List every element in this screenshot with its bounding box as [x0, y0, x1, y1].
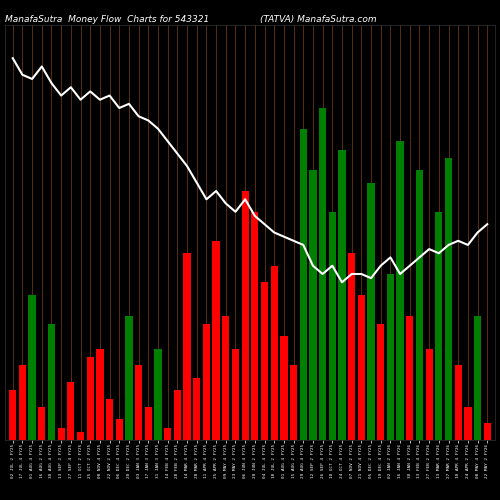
Bar	[445, 158, 452, 440]
Bar	[377, 324, 384, 440]
Bar	[319, 108, 326, 440]
Bar	[9, 390, 16, 440]
Bar	[454, 366, 462, 440]
Bar	[212, 241, 220, 440]
Bar	[396, 141, 404, 440]
Bar	[67, 382, 74, 440]
Bar	[464, 407, 471, 440]
Bar	[310, 170, 316, 440]
Bar	[416, 170, 423, 440]
Bar	[358, 294, 365, 440]
Bar	[154, 348, 162, 440]
Bar	[338, 150, 345, 440]
Bar	[387, 274, 394, 440]
Bar	[203, 324, 210, 440]
Bar	[174, 390, 181, 440]
Bar	[484, 424, 491, 440]
Text: (TATVA) ManafaSutra.com: (TATVA) ManafaSutra.com	[260, 15, 376, 24]
Bar	[426, 348, 433, 440]
Bar	[135, 366, 142, 440]
Bar	[300, 128, 307, 440]
Bar	[144, 407, 152, 440]
Bar	[77, 432, 84, 440]
Bar	[184, 253, 190, 440]
Bar	[290, 366, 297, 440]
Bar	[86, 357, 94, 440]
Bar	[48, 324, 55, 440]
Bar	[126, 316, 132, 440]
Bar	[164, 428, 172, 440]
Text: ManafaSutra  Money Flow  Charts for 543321: ManafaSutra Money Flow Charts for 543321	[5, 15, 209, 24]
Bar	[38, 407, 46, 440]
Bar	[222, 316, 230, 440]
Bar	[232, 348, 239, 440]
Bar	[96, 348, 103, 440]
Bar	[193, 378, 200, 440]
Bar	[116, 419, 123, 440]
Bar	[19, 366, 26, 440]
Bar	[368, 182, 374, 440]
Bar	[435, 212, 442, 440]
Bar	[328, 212, 336, 440]
Bar	[280, 336, 287, 440]
Bar	[261, 282, 268, 440]
Bar	[348, 253, 356, 440]
Bar	[270, 266, 278, 440]
Bar	[106, 398, 113, 440]
Bar	[242, 191, 249, 440]
Bar	[474, 316, 481, 440]
Bar	[251, 212, 258, 440]
Bar	[406, 316, 413, 440]
Bar	[58, 428, 65, 440]
Bar	[28, 294, 35, 440]
